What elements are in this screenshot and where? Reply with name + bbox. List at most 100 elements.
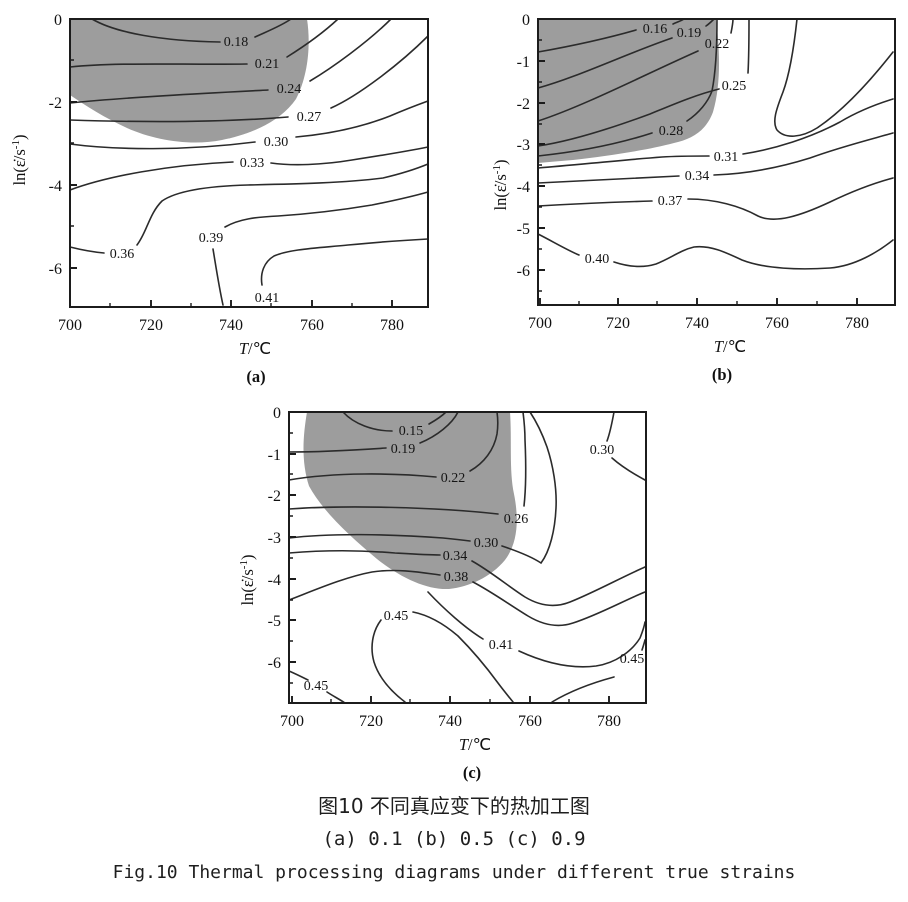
y-tick-labels: 0 -1 -2 -3 -4 -5 -6 (268, 405, 281, 672)
contour-label: 0.33 (240, 156, 265, 171)
contour-label: 0.18 (224, 35, 249, 50)
svg-text:700: 700 (58, 317, 82, 334)
svg-text:-4: -4 (268, 572, 281, 589)
contour-label: 0.45 (304, 679, 329, 694)
contour-label: 0.15 (399, 424, 424, 439)
x-axis-minor-ticks (109, 303, 353, 307)
x-axis-minor-ticks (330, 699, 570, 703)
contour-lines (288, 411, 646, 704)
contour-lines (537, 18, 894, 270)
x-axis-ticks (291, 696, 610, 703)
contour-label: 0.45 (384, 609, 409, 624)
svg-text:740: 740 (685, 315, 709, 332)
x-axis-minor-ticks (578, 301, 818, 305)
svg-text:0: 0 (273, 405, 281, 422)
panel-b-plot: 0.16 0.19 0.22 0.25 0.28 0.31 0.34 0.37 … (491, 12, 896, 384)
svg-text:720: 720 (139, 317, 163, 334)
svg-text:0: 0 (54, 12, 62, 29)
svg-text:-6: -6 (517, 263, 530, 280)
x-axis-ticks (539, 298, 858, 305)
x-tick-labels: 700 720 740 760 780 (528, 315, 869, 332)
svg-text:-3: -3 (517, 137, 530, 154)
y-axis-label: ln(ε̇/s-1) (238, 555, 257, 606)
svg-text:-1: -1 (517, 54, 530, 71)
contour-label: 0.30 (590, 443, 615, 458)
contour-label: 0.19 (677, 26, 702, 41)
svg-text:760: 760 (765, 315, 789, 332)
svg-text:-2: -2 (268, 488, 281, 505)
svg-text:760: 760 (300, 317, 324, 334)
svg-text:-5: -5 (517, 221, 530, 238)
y-axis-minor-ticks (289, 432, 293, 684)
contour-labels: 0.18 0.21 0.24 0.27 0.30 0.33 0.36 0.39 … (110, 35, 322, 306)
y-axis-label: ln(ε̇/s-1) (10, 135, 29, 186)
y-axis-label: ln(ε̇/s-1) (491, 160, 510, 211)
svg-text:-4: -4 (517, 179, 530, 196)
contour-label: 0.30 (474, 536, 499, 551)
plot-frame (537, 18, 896, 306)
caption-english: Fig.10 Thermal processing diagrams under… (112, 862, 796, 883)
contour-label: 0.22 (705, 37, 730, 52)
x-axis-label: T/℃ (714, 337, 746, 356)
panel-c-plot: 0.15 0.19 0.22 0.26 0.30 0.30 0.34 0.38 … (238, 405, 647, 782)
plot-frame (69, 18, 429, 308)
x-axis-label: T/℃ (239, 339, 271, 358)
contour-label: 0.27 (297, 110, 322, 125)
svg-text:720: 720 (359, 713, 383, 730)
svg-text:-2: -2 (49, 95, 62, 112)
contour-label: 0.41 (489, 638, 514, 653)
contour-label: 0.25 (722, 79, 747, 94)
panel-a-plot: 0.18 0.21 0.24 0.27 0.30 0.33 0.36 0.39 … (10, 12, 429, 386)
contour-label: 0.26 (504, 512, 529, 527)
y-tick-labels: 0 -2 -4 -6 (49, 12, 62, 278)
contour-label: 0.19 (391, 442, 416, 457)
instability-region (303, 412, 517, 590)
y-axis-ticks (70, 18, 77, 269)
svg-text:-5: -5 (268, 613, 281, 630)
svg-text:720: 720 (606, 315, 630, 332)
contour-label: 0.31 (714, 150, 739, 165)
svg-text:-3: -3 (268, 530, 281, 547)
y-axis-minor-ticks (70, 59, 74, 227)
panel-label-c: (c) (463, 763, 481, 782)
svg-text:740: 740 (219, 317, 243, 334)
svg-text:-6: -6 (268, 655, 281, 672)
contour-label: 0.41 (255, 291, 280, 306)
contour-label: 0.45 (620, 652, 645, 667)
panel-label-a: (a) (246, 367, 265, 386)
contour-label: 0.22 (441, 471, 466, 486)
svg-text:740: 740 (438, 713, 462, 730)
panel-label-b: (b) (712, 365, 732, 384)
svg-text:-2: -2 (517, 96, 530, 113)
svg-text:700: 700 (280, 713, 304, 730)
contour-label: 0.34 (443, 549, 468, 564)
caption-chinese: 图10 不同真应变下的热加工图 (318, 794, 590, 818)
contour-label: 0.40 (585, 252, 610, 267)
x-axis-ticks (69, 300, 393, 307)
contour-label: 0.16 (643, 22, 668, 37)
x-tick-labels: 700 720 740 760 780 (280, 713, 621, 730)
svg-text:700: 700 (528, 315, 552, 332)
contour-label: 0.28 (659, 124, 684, 139)
y-axis-ticks (289, 411, 296, 663)
svg-text:760: 760 (518, 713, 542, 730)
contour-label: 0.39 (199, 231, 224, 246)
svg-text:-6: -6 (49, 261, 62, 278)
contour-label: 0.37 (658, 194, 683, 209)
contour-label: 0.24 (277, 82, 302, 97)
svg-text:780: 780 (845, 315, 869, 332)
contour-lines (69, 18, 429, 306)
svg-text:-1: -1 (268, 447, 281, 464)
caption-subpanel-strains: (a) 0.1 (b) 0.5 (c) 0.9 (322, 828, 586, 850)
contour-label: 0.21 (255, 57, 280, 72)
svg-text:-4: -4 (49, 178, 62, 195)
contour-label: 0.38 (444, 570, 469, 585)
svg-text:780: 780 (597, 713, 621, 730)
x-tick-labels: 700 720 740 760 780 (58, 317, 404, 334)
instability-region (538, 19, 720, 163)
svg-text:0: 0 (522, 12, 530, 29)
instability-region (70, 19, 309, 143)
y-tick-labels: 0 -1 -2 -3 -4 -5 -6 (517, 12, 530, 280)
y-axis-minor-ticks (538, 39, 542, 292)
contour-label: 0.36 (110, 247, 135, 262)
